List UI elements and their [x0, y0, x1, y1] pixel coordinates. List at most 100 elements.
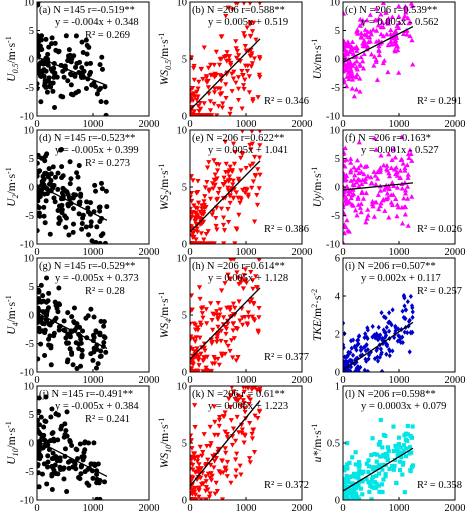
- data-point: [225, 5, 232, 11]
- data-point: [358, 162, 364, 168]
- data-point: [402, 211, 408, 217]
- data-point: [400, 472, 405, 477]
- data-point: [40, 298, 46, 304]
- data-point: [353, 74, 359, 80]
- data-point: [387, 353, 392, 359]
- data-point: [190, 293, 195, 299]
- data-point: [66, 465, 72, 471]
- data-point: [68, 71, 74, 77]
- data-point: [366, 356, 371, 362]
- data-point: [99, 54, 105, 60]
- data-point: [98, 180, 104, 186]
- data-point: [389, 14, 395, 20]
- data-point: [360, 65, 367, 71]
- data-point: [222, 139, 228, 145]
- data-point: [220, 215, 227, 221]
- data-point: [70, 362, 76, 368]
- y-tick-label: 0: [182, 496, 187, 507]
- data-point: [190, 98, 196, 104]
- data-point: [232, 258, 237, 262]
- data-point: [362, 367, 367, 372]
- data-point: [200, 305, 206, 311]
- y-tick-label: 0.5: [327, 439, 340, 450]
- data-point: [343, 240, 346, 244]
- data-point: [402, 13, 408, 19]
- data-point: [384, 19, 390, 24]
- fit-equation: y = -0.005x + 0.384: [55, 401, 139, 412]
- data-point: [202, 497, 208, 500]
- data-point: [361, 344, 366, 351]
- data-point: [200, 358, 206, 364]
- data-point: [235, 176, 242, 182]
- data-point: [376, 38, 382, 43]
- stats-header: (d) N =145 r=-0.523**: [39, 133, 135, 144]
- data-point: [88, 223, 94, 229]
- data-point: [37, 228, 40, 234]
- data-point: [233, 468, 239, 474]
- data-point: [191, 66, 197, 71]
- data-point: [393, 323, 398, 329]
- data-point: [357, 88, 363, 94]
- data-point: [227, 393, 234, 398]
- data-point: [205, 85, 212, 90]
- data-point: [217, 86, 223, 92]
- data-point: [55, 186, 61, 192]
- data-point: [365, 207, 371, 212]
- data-point: [235, 275, 241, 281]
- data-point: [70, 464, 76, 470]
- data-point: [204, 444, 210, 449]
- data-point: [346, 368, 351, 372]
- data-point: [385, 445, 390, 450]
- data-point: [387, 348, 392, 354]
- data-point: [190, 433, 194, 439]
- data-point: [392, 154, 398, 160]
- data-point: [242, 433, 248, 438]
- data-point: [376, 48, 382, 54]
- data-point: [99, 66, 105, 72]
- data-point: [222, 466, 228, 472]
- data-point: [207, 99, 213, 104]
- data-point: [43, 170, 49, 176]
- data-point: [348, 169, 354, 175]
- data-point: [90, 357, 96, 363]
- data-point: [37, 409, 42, 415]
- data-point: [241, 2, 247, 6]
- data-point: [215, 315, 222, 321]
- data-point: [211, 101, 217, 107]
- data-point: [389, 157, 395, 163]
- data-point: [373, 335, 378, 341]
- data-point: [196, 494, 202, 500]
- data-point: [234, 451, 240, 457]
- r-squared: R² = 0.241: [85, 414, 130, 425]
- data-point: [403, 437, 408, 442]
- data-point: [388, 39, 394, 44]
- data-point: [59, 164, 65, 170]
- data-point: [257, 389, 263, 394]
- data-point: [195, 474, 201, 480]
- x-tick-label: 0: [34, 247, 39, 258]
- points-l: [343, 417, 416, 500]
- data-point: [203, 365, 209, 371]
- data-point: [79, 39, 85, 45]
- data-point: [386, 319, 391, 326]
- x-axis-title: SBLH/m: [385, 514, 429, 517]
- data-point: [386, 448, 391, 454]
- x-tick-label: 0: [340, 119, 345, 130]
- x-tick-label: 1000: [83, 119, 104, 130]
- data-point: [402, 187, 409, 193]
- data-point: [211, 158, 217, 163]
- y-tick-label: -5: [25, 467, 34, 478]
- data-point: [385, 42, 391, 48]
- data-point: [235, 97, 242, 103]
- data-point: [343, 62, 347, 68]
- data-point: [62, 421, 68, 427]
- data-point: [37, 356, 41, 362]
- data-point: [190, 446, 195, 451]
- data-point: [250, 97, 256, 102]
- data-point: [254, 387, 260, 393]
- data-point: [50, 164, 56, 170]
- data-point: [250, 286, 256, 292]
- x-tick-label: 1000: [236, 375, 257, 386]
- data-point: [378, 332, 383, 338]
- data-point: [396, 20, 402, 25]
